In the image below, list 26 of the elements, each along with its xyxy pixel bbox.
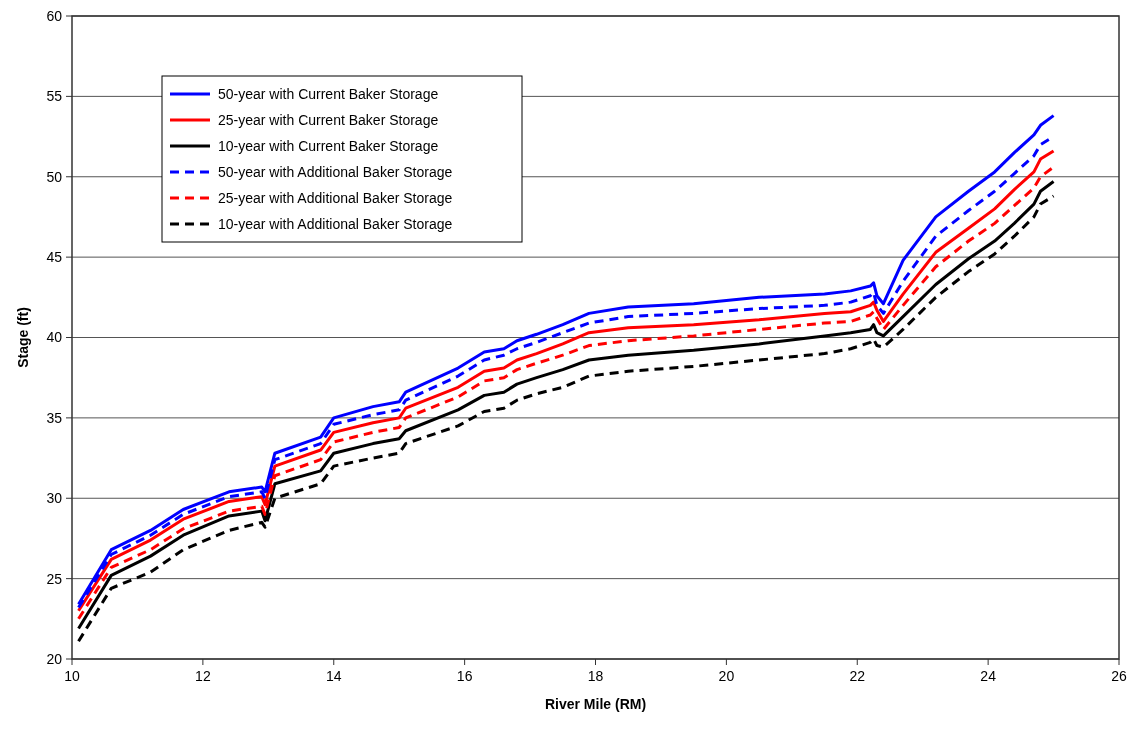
x-tick-label: 26 — [1111, 668, 1127, 684]
y-tick-label: 40 — [46, 329, 63, 346]
y-tick-label: 20 — [46, 650, 63, 667]
y-tick-label: 25 — [46, 570, 63, 587]
y-tick-label: 30 — [46, 490, 63, 507]
y-tick-label: 45 — [46, 249, 63, 266]
legend-label: 50-year with Additional Baker Storage — [218, 163, 453, 180]
legend-label: 10-year with Additional Baker Storage — [218, 215, 453, 232]
x-tick-label: 18 — [587, 668, 604, 684]
legend-label: 10-year with Current Baker Storage — [218, 137, 439, 154]
x-tick-label: 14 — [325, 668, 342, 684]
y-axis-title: Stage (ft) — [15, 307, 31, 368]
legend-label: 50-year with Current Baker Storage — [218, 85, 439, 102]
x-tick-label: 20 — [718, 668, 735, 684]
y-tick-label: 50 — [46, 168, 63, 185]
x-tick-label: 10 — [64, 668, 80, 684]
y-tick-label: 55 — [46, 88, 63, 105]
y-tick-label: 60 — [46, 7, 63, 24]
legend-label: 25-year with Current Baker Storage — [218, 111, 439, 128]
x-axis-title: River Mile (RM) — [544, 696, 647, 712]
y-tick-label: 35 — [46, 409, 63, 426]
x-tick-label: 22 — [849, 668, 866, 684]
legend-label: 25-year with Additional Baker Storage — [218, 189, 453, 206]
x-tick-label: 16 — [456, 668, 473, 684]
x-tick-label: 24 — [980, 668, 997, 684]
x-tick-label: 12 — [195, 668, 211, 684]
